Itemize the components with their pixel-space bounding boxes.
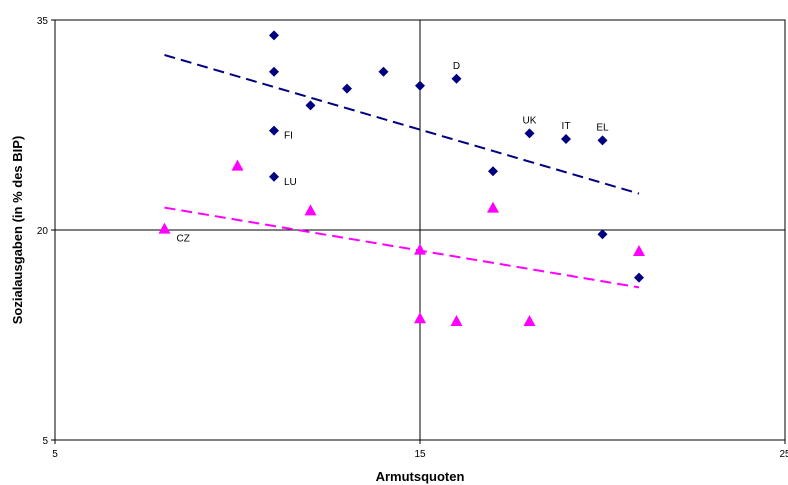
diamond-point bbox=[597, 135, 608, 146]
triangle-point bbox=[523, 315, 536, 326]
trendline-series-2 bbox=[164, 206, 640, 289]
triangle-point bbox=[304, 204, 317, 216]
diamond-point bbox=[634, 272, 644, 283]
diamond-point bbox=[378, 66, 389, 77]
point-label-el: EL bbox=[596, 122, 609, 133]
x-tick-label: 5 bbox=[52, 449, 58, 460]
triangle-point bbox=[414, 312, 426, 324]
diamond-point bbox=[305, 100, 316, 111]
point-label-d: D bbox=[453, 61, 460, 72]
triangle-point bbox=[450, 315, 463, 326]
diamond-point bbox=[269, 66, 279, 77]
diamond-point bbox=[561, 134, 571, 144]
triangle-point bbox=[414, 243, 426, 255]
diamond-point bbox=[269, 125, 279, 136]
y-axis-title: Sozialausgaben (in % des BIP) bbox=[10, 136, 25, 325]
y-tick-label: 5 bbox=[42, 436, 48, 447]
trendline-series-1 bbox=[164, 54, 640, 195]
triangle-point bbox=[633, 245, 645, 256]
point-label-uk: UK bbox=[523, 115, 537, 126]
y-tick-label: 35 bbox=[37, 16, 49, 27]
point-label-cz: CZ bbox=[177, 234, 190, 245]
triangle-point bbox=[487, 201, 499, 213]
triangle-point bbox=[158, 222, 171, 234]
diamond-point bbox=[342, 83, 352, 94]
diamond-point bbox=[415, 80, 425, 91]
diamond-point bbox=[524, 128, 535, 139]
diamond-point bbox=[269, 30, 279, 41]
diamond-point bbox=[597, 229, 608, 240]
x-tick-label: 25 bbox=[779, 449, 788, 460]
diamond-point bbox=[269, 171, 279, 182]
triangle-point bbox=[231, 159, 244, 171]
y-tick-label: 20 bbox=[37, 226, 49, 237]
x-tick-label: 15 bbox=[414, 449, 426, 460]
diamond-point bbox=[451, 73, 462, 84]
point-label-lu: LU bbox=[284, 177, 297, 188]
point-label-fi: FI bbox=[284, 131, 293, 142]
point-label-it: IT bbox=[562, 121, 571, 132]
x-axis-title: Armutsquoten bbox=[376, 469, 465, 484]
diamond-point bbox=[488, 166, 498, 177]
